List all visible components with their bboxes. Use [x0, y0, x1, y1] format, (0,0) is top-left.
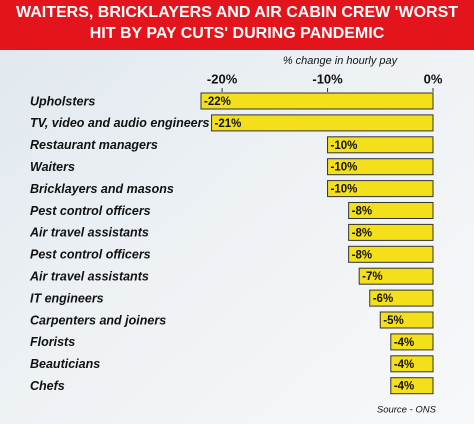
bar — [327, 180, 434, 198]
bar — [200, 92, 434, 110]
title-box: WAITERS, BRICKLAYERS AND AIR CABIN CREW … — [15, 4, 459, 42]
bar — [390, 377, 434, 395]
bar — [358, 267, 434, 285]
value-label: -8% — [352, 249, 372, 261]
bar — [348, 245, 434, 263]
y-tick-label: Air travel assistants — [29, 226, 149, 240]
y-tick-label: Pest control officers — [30, 204, 151, 218]
value-label: -10% — [331, 162, 358, 174]
bar — [327, 158, 434, 176]
y-tick-label: Air travel assistants — [29, 269, 149, 283]
bar — [390, 333, 434, 351]
x-tick-label: -10% — [312, 71, 343, 86]
value-label: -5% — [383, 315, 403, 327]
x-axis-label: % change in hourly pay — [283, 55, 399, 67]
y-tick-label: IT engineers — [30, 291, 104, 305]
y-tick-label: Bricklayers and masons — [30, 182, 174, 196]
bar — [379, 311, 434, 329]
value-label: -4% — [394, 337, 414, 349]
value-label: -10% — [331, 184, 358, 196]
value-label: -10% — [331, 140, 358, 152]
source: Source - ONS — [377, 405, 437, 416]
bar — [211, 114, 434, 132]
value-label: -8% — [352, 227, 372, 239]
value-label: -6% — [373, 293, 393, 305]
bar — [348, 223, 434, 241]
y-tick-label: Waiters — [30, 160, 75, 174]
y-tick-label: Beauticians — [30, 357, 100, 371]
value-label: -7% — [362, 271, 382, 283]
y-tick-label: Carpenters and joiners — [30, 313, 166, 327]
value-label: -22% — [204, 96, 231, 108]
bar — [390, 355, 434, 373]
bar — [327, 136, 434, 154]
value-label: -4% — [394, 359, 414, 371]
x-tick-label: 0% — [424, 71, 443, 86]
bar — [369, 289, 434, 307]
chart-title: WAITERS, BRICKLAYERS AND AIR CABIN CREW … — [15, 4, 459, 42]
value-label: -4% — [394, 381, 414, 393]
y-tick-label: Chefs — [30, 379, 65, 393]
y-tick-label: TV, video and audio engineers — [30, 116, 209, 130]
y-tick-label: Upholsters — [30, 94, 95, 108]
value-label: -21% — [215, 118, 242, 130]
y-tick-label: Restaurant managers — [30, 138, 158, 152]
x-tick-label: -20% — [207, 71, 238, 86]
y-tick-label: Florists — [30, 335, 75, 349]
bar — [348, 202, 434, 219]
title-banner — [0, 0, 474, 50]
value-label: -8% — [352, 206, 372, 218]
y-tick-label: Pest control officers — [30, 248, 151, 262]
